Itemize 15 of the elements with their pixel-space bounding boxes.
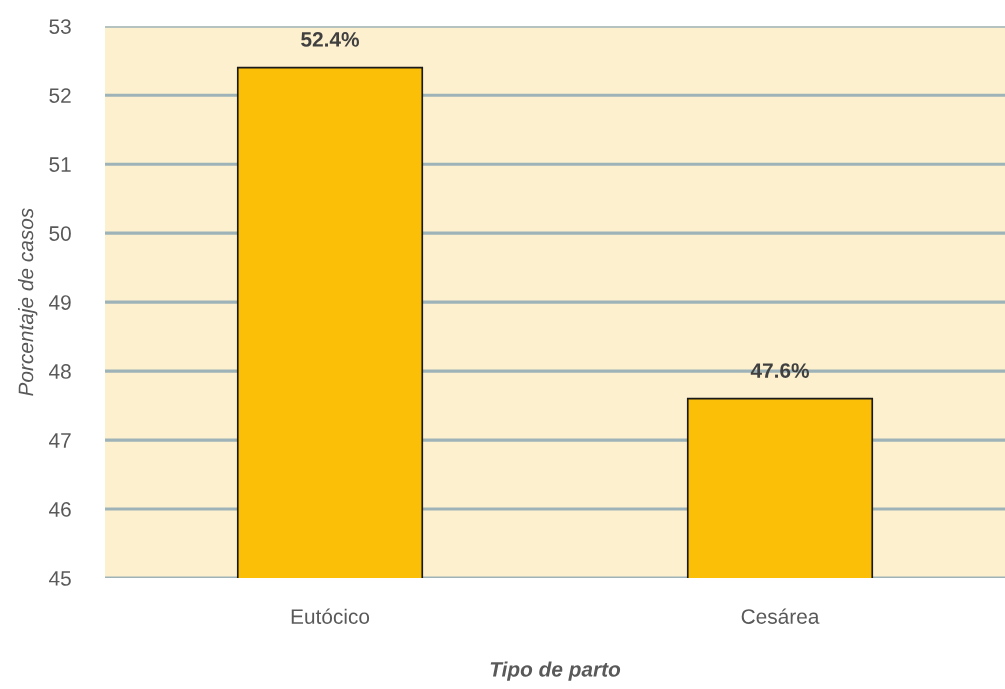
x-tick-label: Eutócico <box>291 608 370 624</box>
y-tick-label: 50 <box>49 226 71 241</box>
y-axis-title: Porcentaje de casos <box>17 208 38 396</box>
x-axis-title: Tipo de parto <box>490 661 621 681</box>
y-tick-label: 51 <box>49 157 71 172</box>
y-tick-label: 53 <box>49 19 71 34</box>
y-tick-label: 52 <box>49 88 71 103</box>
y-tick-label: 47 <box>49 433 71 448</box>
x-tick-label: Cesárea <box>741 608 820 624</box>
y-tick-label: 45 <box>49 571 71 586</box>
y-tick-label: 48 <box>49 364 71 379</box>
y-tick-label: 49 <box>49 295 71 310</box>
y-tick-label: 46 <box>49 502 71 517</box>
data-label: 47.6% <box>750 363 809 378</box>
data-label: 52.4% <box>301 32 360 47</box>
